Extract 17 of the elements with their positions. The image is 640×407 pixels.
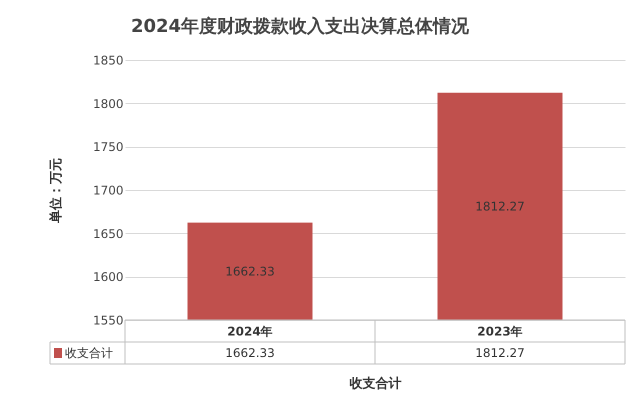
y-tick-label: 1800 bbox=[92, 96, 124, 111]
y-tick-label: 1550 bbox=[92, 314, 124, 328]
y-tick-label: 1700 bbox=[92, 184, 124, 198]
annotation: 1662.33 bbox=[225, 264, 275, 278]
y-tick-label: 1600 bbox=[92, 270, 124, 284]
y-tick-label: 1750 bbox=[92, 140, 124, 154]
y-tick-label: 1850 bbox=[92, 54, 124, 68]
x-tick-label: 2024年 bbox=[227, 324, 273, 338]
y-axis-title: 单位：万元 bbox=[48, 158, 64, 224]
data-label: 1812.27 bbox=[475, 346, 525, 360]
x-tick-label: 2023年 bbox=[477, 324, 523, 338]
chart-title: 2024年度财政拨款收入支出决算总体情况 bbox=[130, 16, 470, 37]
x-axis-title: 收支合计 bbox=[350, 376, 402, 392]
legend-label: 收支合计 bbox=[65, 346, 113, 360]
y-tick-label: 1650 bbox=[92, 226, 124, 241]
data-label: 1662.33 bbox=[225, 346, 275, 360]
annotation: 1812.27 bbox=[475, 199, 525, 214]
